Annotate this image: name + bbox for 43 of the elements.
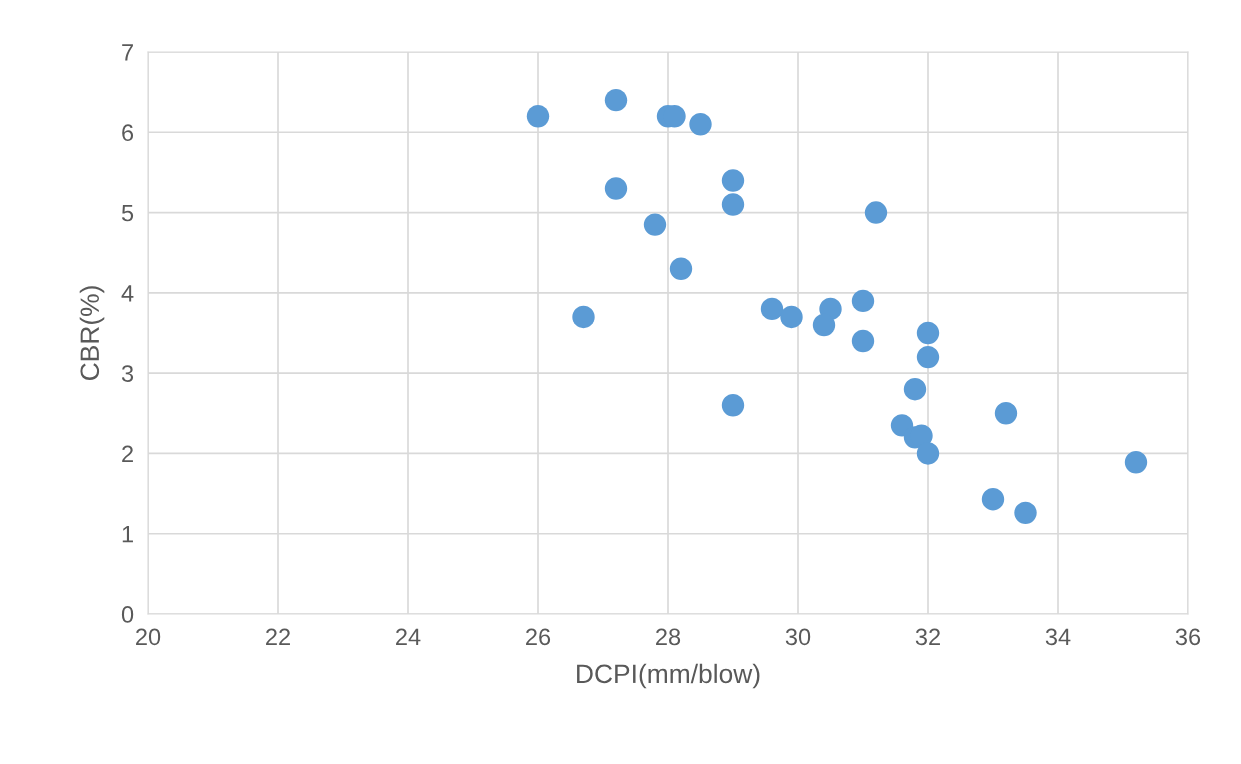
point (916, 442, 940, 465)
x-tick-label: 22 (266, 628, 290, 645)
y-tick-label: 5 (121, 204, 134, 222)
y-tick-label: 0 (121, 606, 134, 623)
point (604, 177, 628, 200)
point (1124, 451, 1148, 474)
point (864, 201, 888, 224)
point (1014, 501, 1037, 525)
y-tick-label: 4 (121, 285, 134, 302)
y-tick-label: 7 (122, 44, 133, 61)
x-tick-label: 24 (396, 628, 421, 645)
y-axis-title: CBR(%) (79, 286, 105, 381)
point (721, 169, 745, 192)
point (851, 289, 875, 313)
y-tick-label: 3 (121, 365, 134, 382)
point (643, 213, 667, 236)
point (760, 297, 784, 321)
point (981, 487, 1005, 511)
point (689, 113, 712, 136)
x-axis-title: DCPI(mm/blow) (577, 663, 760, 689)
x-tick-label: 20 (136, 628, 161, 646)
point (572, 305, 595, 329)
point (851, 329, 875, 353)
x-tick-label: 36 (1175, 628, 1201, 646)
point (721, 193, 745, 216)
x-tick-label: 28 (656, 628, 681, 646)
x-tick-label: 32 (915, 628, 940, 646)
y-tick-label: 2 (122, 445, 133, 462)
point (604, 88, 628, 112)
point (780, 305, 803, 329)
y-tick-label: 6 (122, 124, 134, 142)
point (812, 313, 836, 337)
y-tick-label: 1 (122, 526, 133, 543)
point (994, 402, 1018, 425)
point (721, 394, 745, 417)
point (916, 345, 940, 369)
point (669, 257, 693, 280)
x-tick-label: 26 (526, 628, 551, 646)
point (903, 378, 927, 401)
point (916, 321, 940, 345)
x-tick-label: 30 (785, 628, 811, 646)
x-tick-label: 34 (1045, 628, 1071, 646)
point (526, 105, 550, 128)
